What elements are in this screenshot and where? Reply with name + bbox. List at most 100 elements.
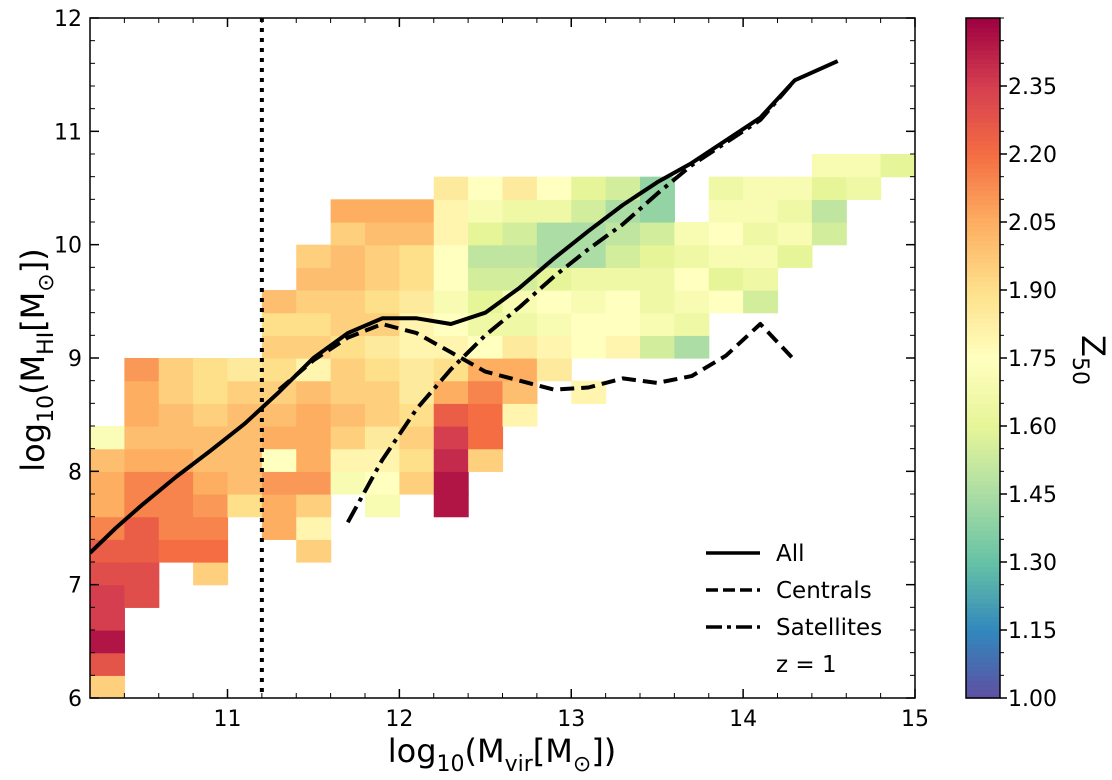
colorbar-segment <box>966 457 1000 463</box>
colorbar-segment <box>966 498 1000 504</box>
colorbar-segment <box>966 303 1000 309</box>
heatmap-cell <box>605 244 641 268</box>
colorbar-segment <box>966 348 1000 355</box>
colorbar-segment <box>966 312 1000 318</box>
heatmap-cell <box>536 199 572 223</box>
heatmap-cell <box>433 335 469 359</box>
colorbar-segment <box>966 194 1000 201</box>
heatmap-cell <box>227 403 263 427</box>
heatmap-cell <box>124 403 160 427</box>
heatmap-cell <box>296 448 332 472</box>
heatmap-cell <box>777 222 813 246</box>
heatmap-cell <box>296 516 332 540</box>
colorbar-segment <box>966 231 1000 237</box>
colorbar-segment <box>966 36 1000 42</box>
heatmap-cell <box>90 516 125 540</box>
colorbar-segment <box>966 403 1000 409</box>
heatmap-cell <box>158 403 194 427</box>
colorbar-segment <box>966 135 1000 142</box>
heatmap-cell <box>365 244 400 268</box>
heatmap-cell <box>227 448 263 472</box>
heatmap-cell <box>433 471 469 495</box>
heatmap-cell <box>640 176 675 200</box>
heatmap-cell <box>502 380 538 404</box>
colorbar-segment <box>966 244 1000 250</box>
colorbar-segment <box>966 534 1000 541</box>
colorbar-tick-label: 1.45 <box>1008 483 1057 508</box>
colorbar-segment <box>966 67 1000 74</box>
heatmap-cell <box>330 199 366 223</box>
heatmap-cell <box>296 290 332 314</box>
y-tick-label: 7 <box>68 574 82 599</box>
colorbar-segment <box>966 185 1000 191</box>
heatmap-cell <box>158 471 194 495</box>
colorbar-segment <box>966 607 1000 613</box>
heatmap-cell <box>640 267 675 291</box>
colorbar-segment <box>966 371 1000 377</box>
heatmap-cell <box>433 267 469 291</box>
heatmap-cell <box>468 244 504 268</box>
legend: All Centrals Satellites z = 1 <box>706 541 882 678</box>
heatmap-cell <box>158 516 194 540</box>
colorbar-segment <box>966 104 1000 110</box>
colorbar-segment <box>966 353 1000 359</box>
heatmap-cell <box>90 539 125 563</box>
colorbar-segment <box>966 657 1000 663</box>
colorbar-segment <box>966 648 1000 654</box>
heatmap-cell <box>502 199 538 223</box>
heatmap-cell <box>571 199 607 223</box>
heatmap-cell <box>365 471 400 495</box>
heatmap-cell <box>640 199 675 223</box>
heatmap-cell <box>502 335 538 359</box>
heatmap-cell <box>743 176 779 200</box>
heatmap-cell <box>536 222 572 246</box>
colorbar-segment <box>966 471 1000 477</box>
colorbar-segment <box>966 675 1000 681</box>
colorbar-segment <box>966 99 1000 105</box>
colorbar-segment <box>966 45 1000 51</box>
colorbar-segment <box>966 652 1000 658</box>
colorbar-segment <box>966 376 1000 382</box>
heatmap-cell <box>880 154 915 178</box>
colorbar-segment <box>966 394 1000 400</box>
heatmap-cell <box>743 267 779 291</box>
heatmap-cell <box>90 607 125 631</box>
legend-label-satellites: Satellites <box>776 615 882 641</box>
heatmap-cell <box>433 494 469 518</box>
heatmap-cell <box>743 244 779 268</box>
colorbar-segment <box>966 611 1000 618</box>
heatmap-cell <box>605 222 641 246</box>
heatmap-cell <box>124 516 160 540</box>
colorbar-segment <box>966 530 1000 536</box>
heatmap-cell <box>571 380 607 404</box>
heatmap-cell <box>708 290 744 314</box>
heatmap-cell <box>296 539 332 563</box>
colorbar-segment <box>966 385 1000 391</box>
colorbar-segment <box>966 144 1000 151</box>
colorbar-segment <box>966 58 1000 65</box>
heatmap-cell <box>296 471 332 495</box>
heatmap-cell <box>571 335 607 359</box>
heatmap-cell <box>468 335 504 359</box>
heatmap-cell <box>227 380 263 404</box>
legend-label-all: All <box>776 541 805 567</box>
heatmap-cell <box>193 380 229 404</box>
colorbar-segment <box>966 167 1000 173</box>
heatmap-cell <box>468 403 504 427</box>
colorbar-segment <box>966 326 1000 332</box>
heatmap <box>90 154 915 698</box>
colorbar-segment <box>966 31 1000 37</box>
colorbar-segment <box>966 453 1000 459</box>
colorbar-segment <box>966 416 1000 423</box>
colorbar-segment <box>966 299 1000 305</box>
colorbar-segment <box>966 688 1000 695</box>
heatmap-cell <box>90 448 125 472</box>
heatmap-cell <box>124 426 160 450</box>
heatmap-cell <box>158 358 194 382</box>
colorbar-segment <box>966 63 1000 69</box>
heatmap-cell <box>261 516 297 540</box>
heatmap-cell <box>811 176 847 200</box>
colorbar-segment <box>966 593 1000 599</box>
y-tick-label: 8 <box>68 460 82 485</box>
heatmap-cell <box>261 448 297 472</box>
